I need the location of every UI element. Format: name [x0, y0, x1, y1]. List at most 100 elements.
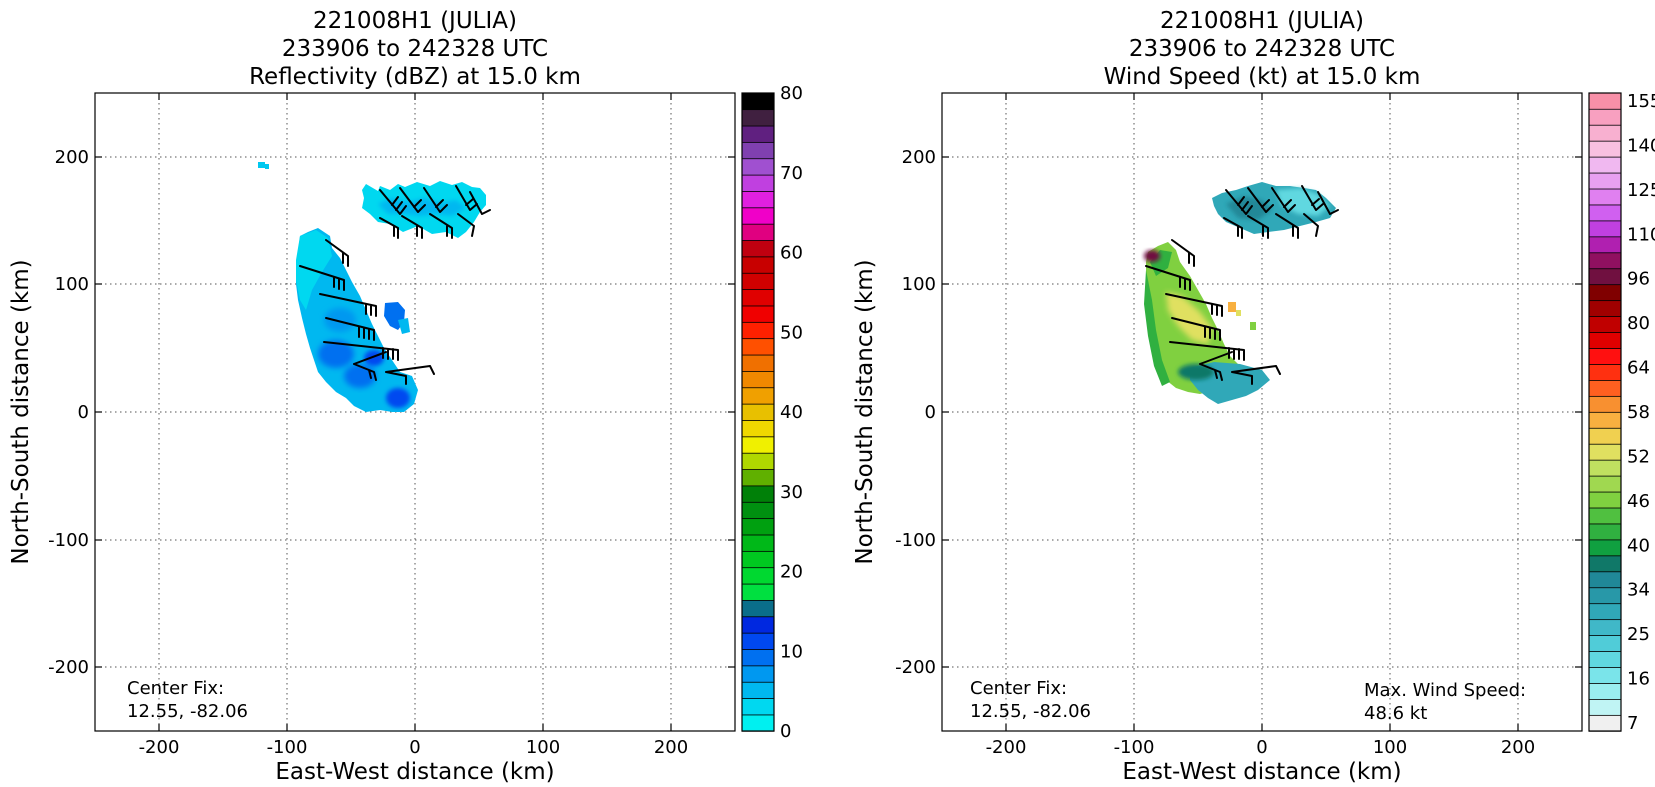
colorbar-bin — [741, 599, 775, 618]
colorbar-bin — [1588, 618, 1622, 636]
colorbar-bin — [1588, 156, 1622, 174]
colorbar-tick-label: 0 — [780, 721, 791, 742]
colorbar-bin — [741, 534, 775, 552]
colorbar-bin — [1588, 220, 1622, 238]
wind-pocket — [1178, 364, 1214, 380]
colorbar-bin — [741, 681, 775, 699]
y-tick-label: -100 — [48, 530, 89, 551]
wind-barbs — [1145, 185, 1339, 385]
wind-barb — [469, 191, 491, 215]
colorbar-tick-label: 10 — [780, 641, 803, 662]
wind-barb — [1247, 187, 1274, 213]
wind-barb — [1301, 185, 1324, 211]
y-tick-label: 0 — [78, 402, 89, 423]
y-tick-label: 100 — [902, 274, 936, 295]
colorbar-bin — [1588, 634, 1622, 652]
colorbar-bin — [741, 517, 775, 536]
colorbar-bin — [741, 108, 775, 127]
colorbar-bin — [741, 223, 775, 241]
colorbar-bin — [1588, 507, 1622, 525]
wind-barb — [399, 187, 426, 213]
colorbar-bin — [1588, 698, 1622, 716]
colorbar-bin — [741, 583, 775, 601]
colorbar-bin — [741, 665, 775, 683]
plot-area — [941, 92, 1583, 732]
y-tick-label: 200 — [902, 147, 936, 168]
colorbar-bin — [741, 436, 775, 454]
x-tick-label: 0 — [409, 737, 420, 758]
colorbar-bin — [1588, 491, 1622, 509]
colorbar-tick-label: 50 — [780, 322, 803, 343]
colorbar-tick-label: 80 — [780, 83, 803, 104]
wind-barb — [1169, 341, 1245, 361]
colorbar-bin — [1588, 140, 1622, 158]
y-tick-label: -200 — [48, 657, 89, 678]
wind-speed-colorbar: 7 16 25 34 40 46 52 58 64 80 96 110 125 140 155 — [1588, 91, 1655, 734]
wind-barb — [401, 215, 423, 239]
wind-band-west-yellow — [1166, 292, 1212, 344]
colorbar-bin — [741, 174, 775, 192]
y-tick-label: -100 — [895, 530, 936, 551]
colorbar-bin — [1588, 379, 1622, 397]
colorbar-bin — [741, 714, 775, 732]
plot-area — [94, 92, 736, 732]
center-fix-label: Center Fix: — [127, 678, 224, 699]
colorbar-tick-label: 46 — [1627, 491, 1650, 512]
colorbar-bin — [1588, 124, 1622, 142]
echo-core — [318, 340, 354, 368]
colorbar-bin — [741, 305, 775, 323]
colorbar-bin — [1588, 188, 1622, 206]
wind-barb — [325, 239, 349, 267]
colorbar-tick-label: 16 — [1627, 669, 1650, 690]
colorbar-tick-label: 30 — [780, 482, 803, 503]
y-tick-labels: 200 100 0 -100 -200 — [48, 147, 89, 678]
x-tick-labels: -200 -100 0 100 200 — [139, 737, 689, 758]
echo-core — [386, 388, 410, 408]
wind-barb — [325, 317, 375, 341]
colorbar-bin — [741, 468, 775, 487]
x-tick-label: -100 — [1114, 737, 1155, 758]
colorbar-bin — [741, 452, 775, 470]
colorbar-bin — [1588, 682, 1622, 700]
colorbar-bin — [1588, 475, 1622, 493]
x-tick-label: -200 — [139, 737, 180, 758]
wind-band-north-dark — [1226, 196, 1272, 220]
colorbar-tick-label: 80 — [1627, 313, 1650, 334]
colorbar-bin — [741, 501, 775, 520]
colorbar-bin — [1588, 268, 1622, 286]
wind-barb — [1231, 365, 1281, 385]
wind-barb — [353, 351, 387, 381]
colorbar-bin — [1588, 236, 1622, 254]
chart-title-line-2: 233906 to 242328 UTC — [1129, 36, 1395, 62]
colorbar-bin — [1588, 714, 1622, 732]
wind-barb — [379, 217, 399, 239]
center-fix-value: 12.55, -82.06 — [970, 701, 1091, 722]
wind-fragment — [1228, 302, 1236, 312]
colorbar-bin — [1588, 204, 1622, 222]
colorbar-bin — [741, 648, 775, 667]
colorbar-tick-label: 40 — [780, 402, 803, 423]
wind-barbs — [299, 185, 491, 385]
colorbar-tick-label: 20 — [780, 562, 803, 583]
colorbar-bin — [1588, 331, 1622, 349]
wind-barb — [457, 213, 475, 237]
echo-fragment-east2 — [398, 318, 410, 334]
wind-barb — [1171, 317, 1221, 341]
wind-barb — [455, 185, 478, 211]
wind-barb — [319, 293, 377, 317]
chart-title-line-1: 221008H1 (JULIA) — [1160, 8, 1364, 34]
colorbar-bin — [741, 550, 775, 569]
colorbar-bin — [741, 288, 775, 307]
colorbar-bin — [741, 697, 775, 716]
y-tick-labels: 200 100 0 -100 -200 — [895, 147, 936, 678]
x-tick-label: -200 — [986, 737, 1027, 758]
x-tick-label: 100 — [1373, 737, 1407, 758]
colorbar-bin — [741, 419, 775, 438]
colorbar-bin — [1588, 283, 1622, 302]
colorbar-frame — [1588, 92, 1622, 732]
colorbar-tick-label: 58 — [1627, 402, 1650, 423]
reflectivity-panel: 221008H1 (JULIA) 233906 to 242328 UTC Re… — [8, 8, 803, 785]
wind-barb — [1247, 215, 1269, 239]
y-tick-label: 0 — [925, 402, 936, 423]
colorbar-bin — [1588, 571, 1622, 589]
